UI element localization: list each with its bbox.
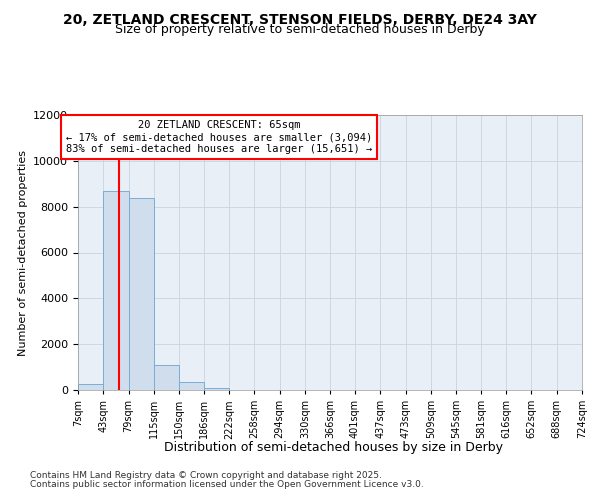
Bar xyxy=(154,365,179,390)
Bar xyxy=(103,190,128,390)
Text: Distribution of semi-detached houses by size in Derby: Distribution of semi-detached houses by … xyxy=(164,441,503,454)
Y-axis label: Number of semi-detached properties: Number of semi-detached properties xyxy=(17,150,28,356)
Bar xyxy=(78,384,103,390)
Bar xyxy=(204,388,229,390)
Bar xyxy=(179,382,204,390)
Text: Contains HM Land Registry data © Crown copyright and database right 2025.: Contains HM Land Registry data © Crown c… xyxy=(30,471,382,480)
Text: Size of property relative to semi-detached houses in Derby: Size of property relative to semi-detach… xyxy=(115,22,485,36)
Text: 20, ZETLAND CRESCENT, STENSON FIELDS, DERBY, DE24 3AY: 20, ZETLAND CRESCENT, STENSON FIELDS, DE… xyxy=(63,12,537,26)
Text: 20 ZETLAND CRESCENT: 65sqm
← 17% of semi-detached houses are smaller (3,094)
83%: 20 ZETLAND CRESCENT: 65sqm ← 17% of semi… xyxy=(66,120,372,154)
Text: Contains public sector information licensed under the Open Government Licence v3: Contains public sector information licen… xyxy=(30,480,424,489)
Bar xyxy=(128,198,154,390)
